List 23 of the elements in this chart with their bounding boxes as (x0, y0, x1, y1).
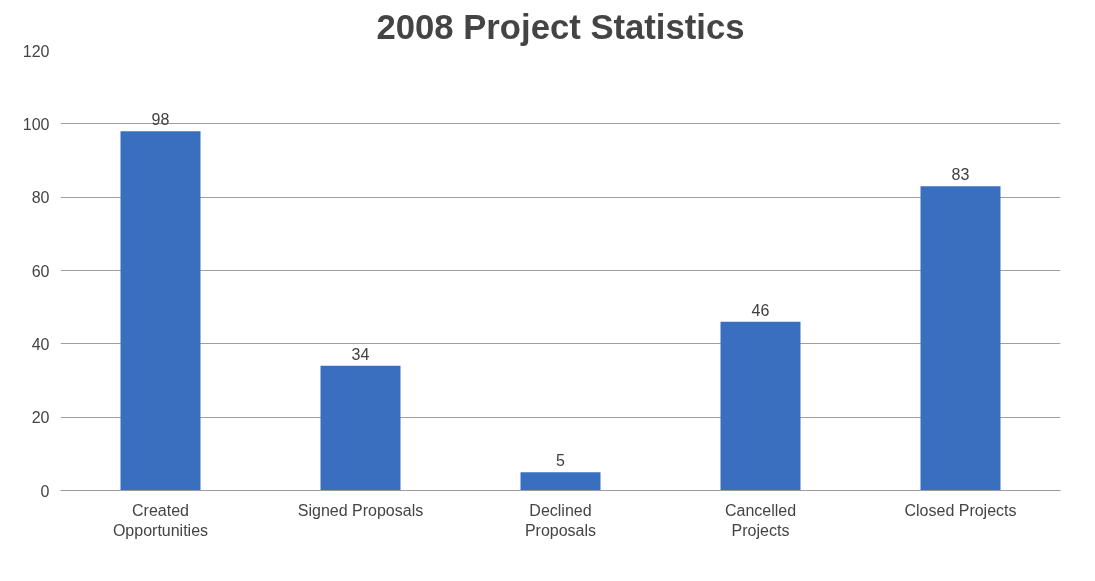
y-tick-label: 80 (31, 189, 50, 207)
bar (520, 472, 601, 491)
bar (920, 186, 1001, 491)
y-tick-label: 120 (22, 42, 50, 60)
y-tick-label: 40 (31, 335, 50, 353)
x-tick-label: Closed Projects (904, 501, 1017, 519)
bar (320, 365, 401, 491)
y-tick-label: 20 (31, 409, 50, 427)
bar (120, 131, 201, 491)
data-label: 5 (556, 452, 566, 470)
x-tick-label: Declined Proposals (524, 501, 597, 539)
y-tick-label: 60 (31, 262, 50, 280)
data-label: 98 (151, 111, 170, 129)
x-tick-label: Cancelled Projects (724, 501, 797, 539)
x-tick-label: Created Opportunities (112, 501, 209, 539)
bar (720, 321, 801, 491)
chart-title: 2008 Project Statistics (376, 7, 745, 46)
data-label: 83 (951, 166, 970, 184)
x-tick-label: Signed Proposals (297, 501, 424, 519)
y-tick-label: 0 (40, 482, 50, 500)
y-tick-label: 100 (22, 115, 50, 133)
data-label: 34 (351, 345, 370, 363)
data-label: 46 (751, 301, 770, 319)
